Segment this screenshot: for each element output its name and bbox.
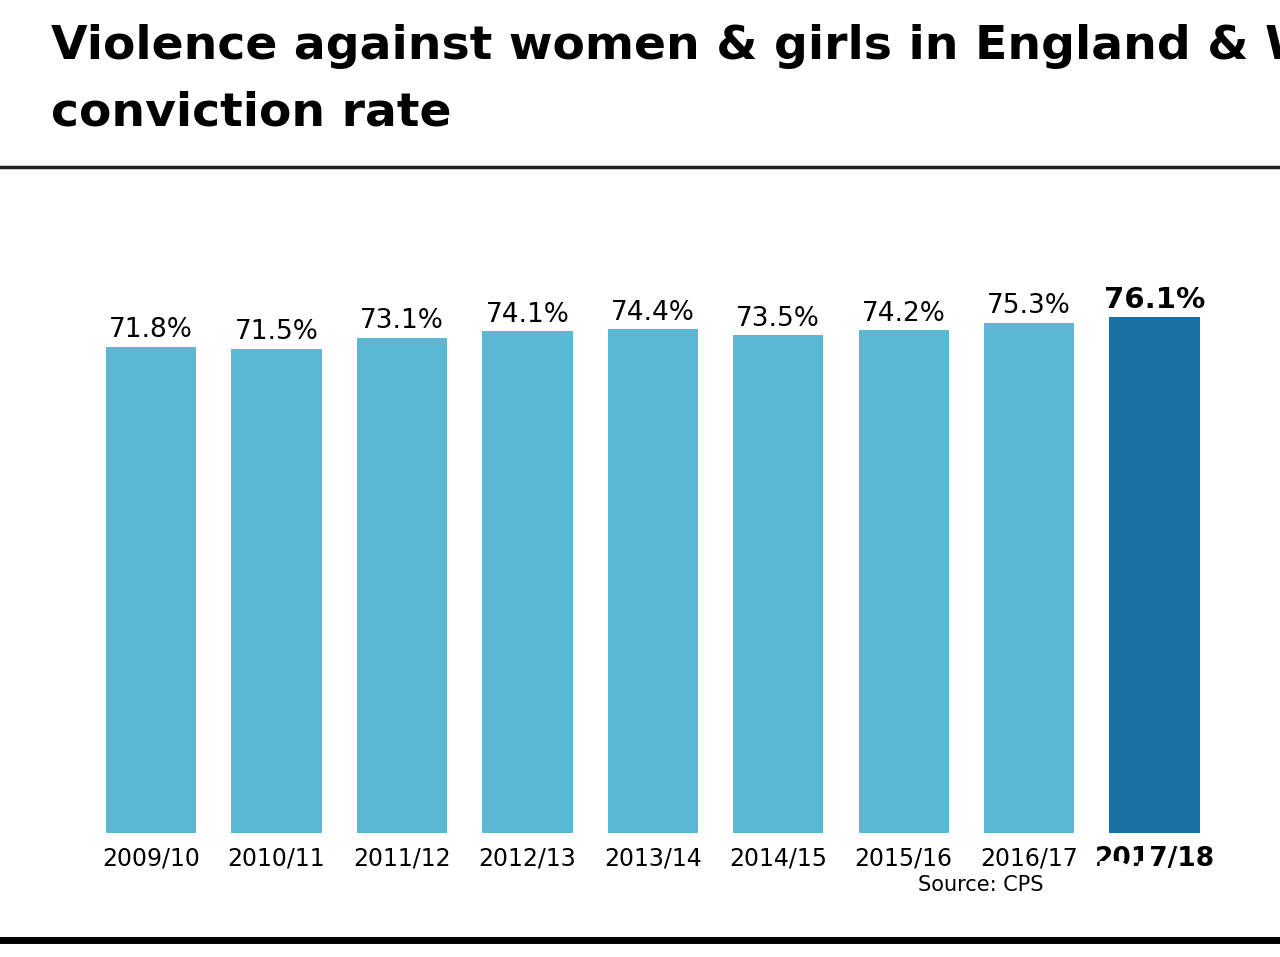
Text: 74.1%: 74.1%	[485, 301, 570, 327]
Bar	[232, 348, 321, 833]
Bar	[984, 323, 1074, 833]
Text: Violence against women & girls in England & Wales:: Violence against women & girls in Englan…	[51, 24, 1280, 69]
Text: 73.5%: 73.5%	[736, 305, 820, 332]
Text: 71.5%: 71.5%	[234, 320, 319, 345]
Text: 74.2%: 74.2%	[861, 300, 946, 327]
Text: 74.4%: 74.4%	[611, 300, 695, 325]
Text: 71.8%: 71.8%	[109, 317, 193, 344]
Bar	[483, 331, 572, 833]
Bar	[357, 338, 447, 833]
Bar	[859, 330, 948, 833]
Bar	[1110, 318, 1199, 833]
Bar	[733, 335, 823, 833]
Bar	[106, 346, 196, 833]
Text: conviction rate: conviction rate	[51, 91, 452, 136]
Text: Source: CPS: Source: CPS	[918, 876, 1043, 895]
Text: 75.3%: 75.3%	[987, 294, 1071, 320]
Text: 73.1%: 73.1%	[360, 308, 444, 334]
Bar	[608, 329, 698, 833]
Text: PA: PA	[1094, 858, 1165, 907]
Text: 76.1%: 76.1%	[1103, 286, 1206, 314]
